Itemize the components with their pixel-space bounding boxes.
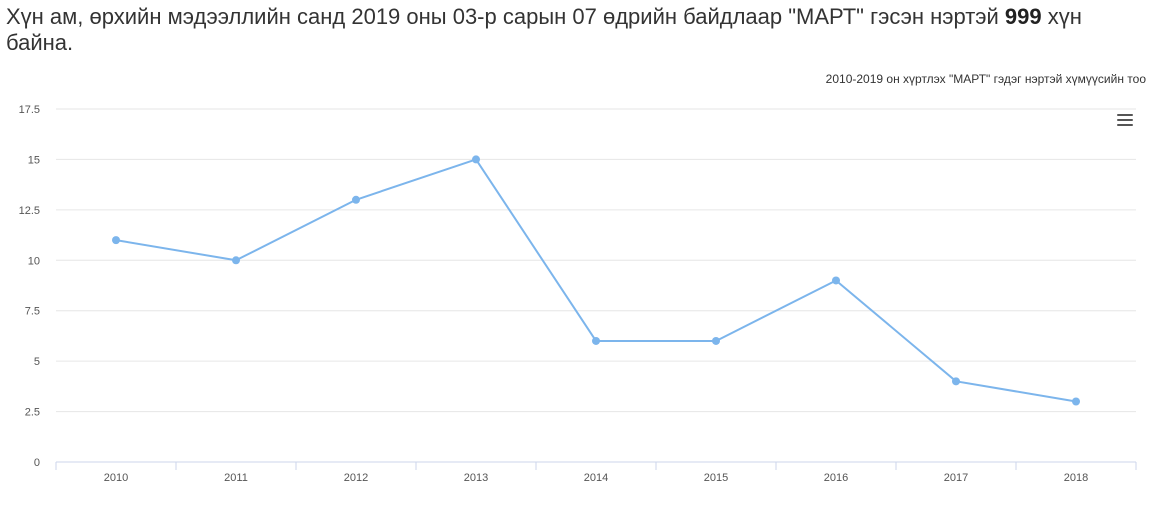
x-tick-label: 2015 bbox=[704, 472, 728, 484]
y-tick-label: 5 bbox=[34, 356, 40, 368]
chart-title: 2010-2019 он хүртлэх "МАРТ" гэдэг нэртэй… bbox=[825, 72, 1146, 86]
series-line bbox=[115, 158, 1077, 403]
headline-count: 999 bbox=[1004, 4, 1042, 29]
x-tick-label: 2010 bbox=[104, 472, 128, 484]
x-tick-label: 2016 bbox=[824, 472, 848, 484]
chart-menu-button[interactable] bbox=[1114, 111, 1136, 131]
x-tick-label: 2012 bbox=[344, 472, 368, 484]
data-point bbox=[352, 195, 360, 204]
data-point bbox=[472, 155, 480, 164]
headline: Хүн ам, өрхийн мэдээллийн санд 2019 оны … bbox=[6, 4, 1152, 56]
y-tick-label: 10 bbox=[28, 255, 40, 267]
x-tick-label: 2018 bbox=[1064, 472, 1088, 484]
x-tick-label: 2014 bbox=[584, 472, 608, 484]
y-tick-label: 7.5 bbox=[25, 306, 40, 318]
headline-text-before: Хүн ам, өрхийн мэдээллийн санд 2019 оны … bbox=[6, 4, 1005, 29]
y-tick-label: 15 bbox=[28, 154, 40, 166]
hamburger-menu-icon bbox=[1114, 114, 1136, 126]
data-point bbox=[1072, 397, 1080, 406]
data-point bbox=[832, 276, 840, 285]
data-point bbox=[112, 236, 120, 245]
x-tick-label: 2017 bbox=[944, 472, 968, 484]
x-tick-label: 2013 bbox=[464, 472, 488, 484]
y-tick-label: 17.5 bbox=[19, 104, 40, 116]
data-point bbox=[712, 336, 720, 345]
x-tick-label: 2011 bbox=[224, 472, 248, 484]
data-point bbox=[592, 336, 600, 345]
y-tick-label: 12.5 bbox=[19, 205, 40, 217]
y-tick-label: 2.5 bbox=[25, 407, 40, 419]
data-point bbox=[232, 256, 240, 265]
y-tick-label: 0 bbox=[34, 457, 40, 469]
headline-text-after: хүн байна. bbox=[6, 4, 1082, 55]
data-point bbox=[952, 377, 960, 386]
